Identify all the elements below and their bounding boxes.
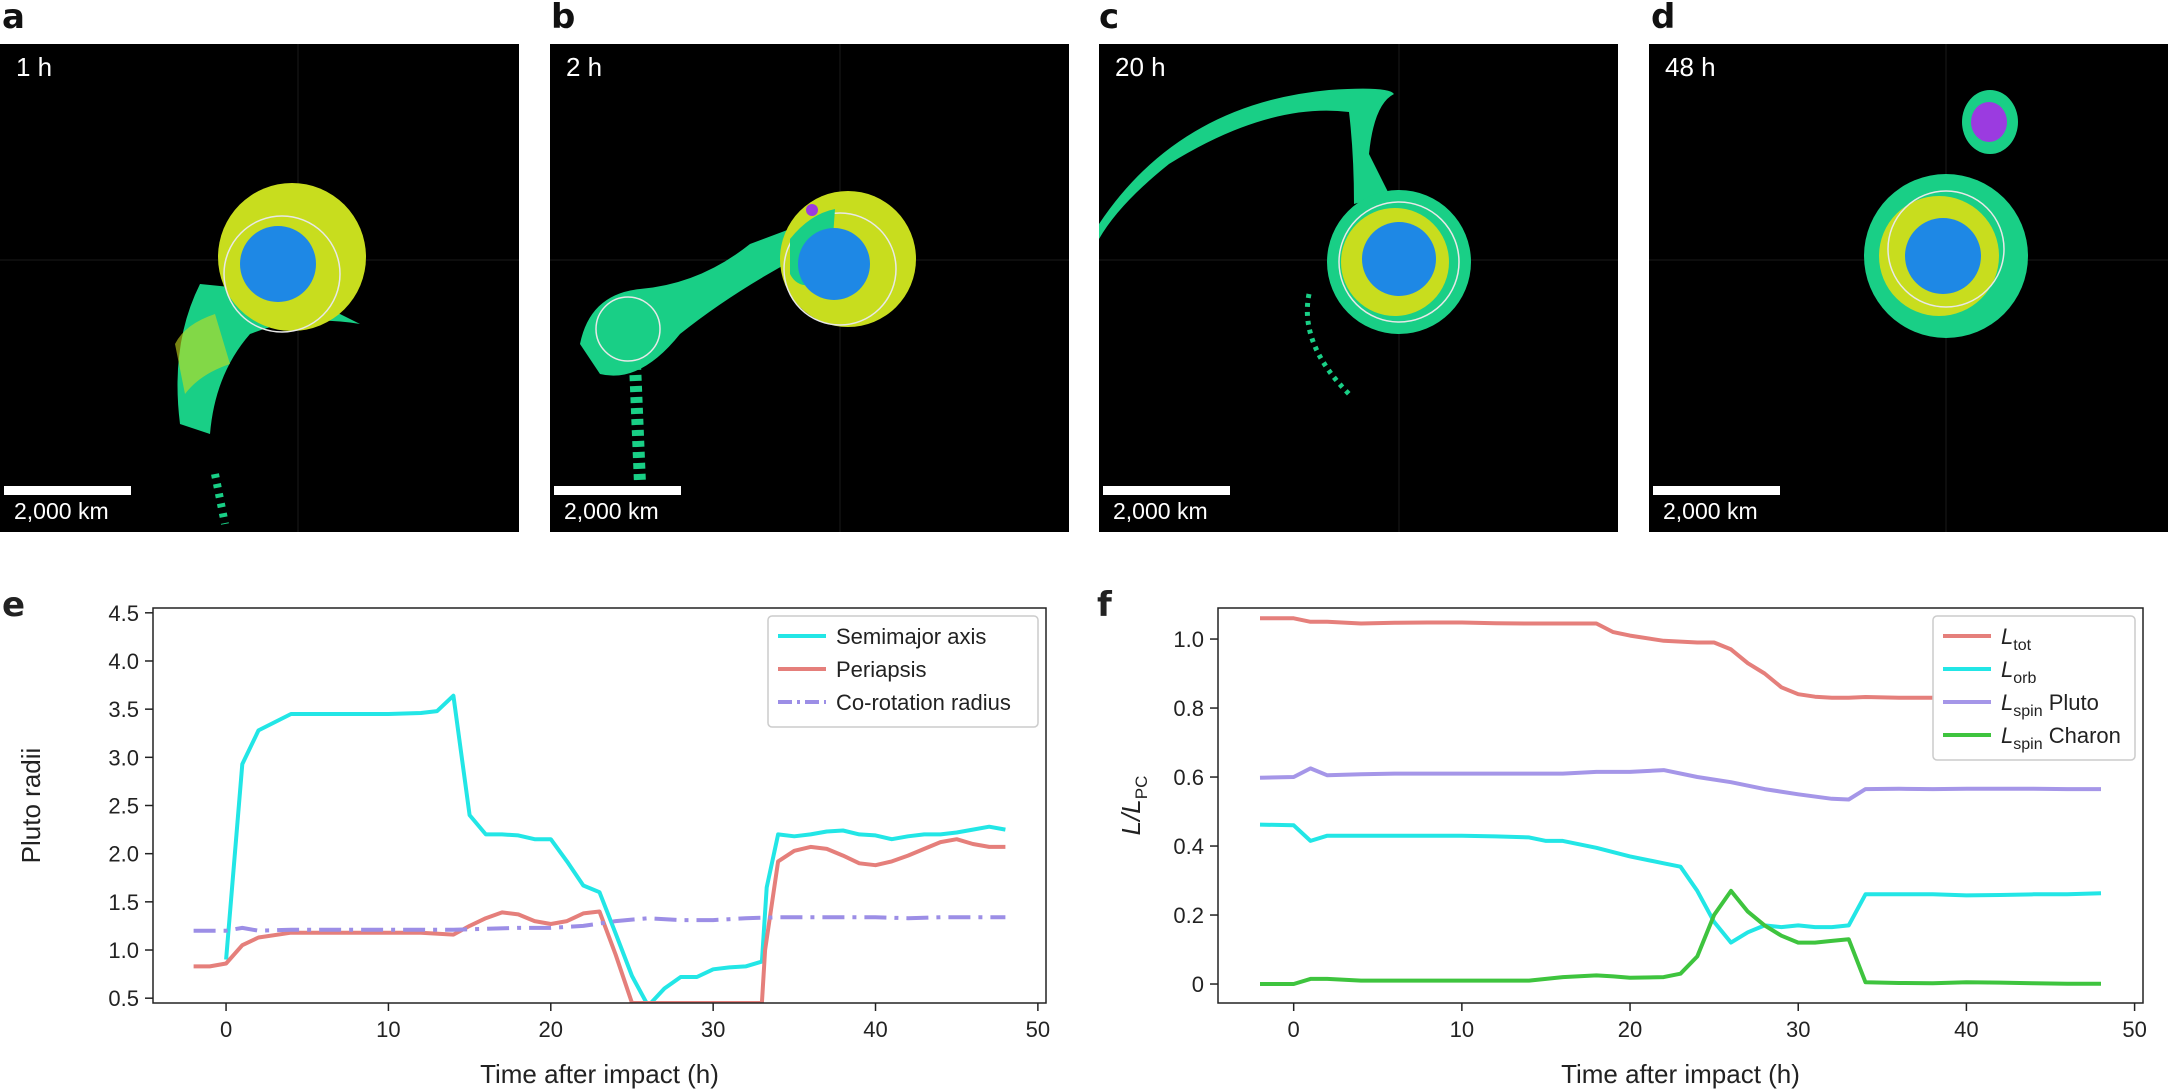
- scale-label-d: 2,000 km: [1663, 498, 1758, 524]
- snapshot-time-d: 48 h: [1665, 52, 1716, 82]
- x-tick-label-f-3: 30: [1786, 1017, 1810, 1042]
- y-tick-label-f-3: 0.6: [1173, 765, 1204, 790]
- plot-frame-f: [1217, 607, 2144, 1004]
- y-tick-label-f-2: 0.4: [1173, 834, 1204, 859]
- y-tick-label-e-2: 1.5: [108, 890, 139, 915]
- x-tick-label-e-5: 50: [1026, 1017, 1050, 1042]
- legend-label-f-2: Lspin Pluto: [2001, 690, 2099, 720]
- scale-label-a: 2,000 km: [14, 498, 109, 524]
- y-tick-label-e-4: 2.5: [108, 794, 139, 819]
- panel-letter-a: a: [2, 0, 25, 37]
- snapshot-time-a: 1 h: [16, 52, 53, 82]
- y-tick-label-e-0: 0.5: [108, 986, 139, 1011]
- legend-label-e-0: Semimajor axis: [836, 624, 986, 649]
- y-tick-label-e-6: 3.5: [108, 697, 139, 722]
- y-tick-label-e-5: 3.0: [108, 745, 139, 770]
- y-tick-label-f-4: 0.8: [1173, 696, 1204, 721]
- snapshot-time-b: 2 h: [566, 52, 603, 82]
- x-tick-label-f-4: 40: [1954, 1017, 1978, 1042]
- y-tick-label-f-5: 1.0: [1173, 627, 1204, 652]
- scale-bar-b: [554, 486, 681, 495]
- series-line-e-1: [193, 837, 1006, 1003]
- legend-label-e-1: Periapsis: [836, 657, 926, 682]
- snapshot-panel-d: 48 h 2,000 km: [1649, 44, 2168, 532]
- y-tick-label-e-1: 1.0: [108, 938, 139, 963]
- snapshot-panel-b: 2 h 2,000 km: [550, 44, 1069, 532]
- legend-label-f-3: Lspin Charon: [2001, 723, 2121, 753]
- series-line-e-2: [193, 915, 1006, 933]
- chart-e: e 0 10 20 30 40 50 0.5 1.0 1.5 2.0 2.5 3.0 3.5 4.0 4.5 T…: [2, 585, 1050, 1089]
- x-tick-label-f-0: 0: [1288, 1017, 1300, 1042]
- panel-letter-c: c: [1099, 0, 1120, 37]
- x-tick-label-e-3: 30: [701, 1017, 725, 1042]
- y-tick-label-e-7: 4.0: [108, 649, 139, 674]
- x-tick-label-e-1: 10: [376, 1017, 400, 1042]
- series-line-f-1: [1259, 822, 2102, 945]
- snapshot-time-c: 20 h: [1115, 52, 1166, 82]
- snapshot-panel-a: 1 h 2,000 km: [0, 44, 519, 532]
- y-tick-label-f-0: 0: [1192, 972, 1204, 997]
- snapshot-render-a: [0, 44, 519, 532]
- y-tick-label-e-3: 2.0: [108, 842, 139, 867]
- scale-bar-a: [4, 486, 131, 495]
- y-axis-label-f: L/LPC: [1116, 776, 1151, 836]
- y-axis-label-e: Pluto radii: [16, 748, 46, 864]
- legend-label-f-0: Ltot: [2001, 624, 2032, 654]
- snapshot-render-d: [1649, 44, 2168, 532]
- legend-label-e-2: Co-rotation radius: [836, 690, 1011, 715]
- snapshot-render-b: [550, 44, 1069, 532]
- panel-letter-e: e: [2, 585, 25, 625]
- legend-e: Semimajor axis Periapsis Co-rotation radiu…: [767, 615, 1039, 728]
- x-tick-label-e-0: 0: [220, 1017, 232, 1042]
- x-tick-label-e-4: 40: [863, 1017, 887, 1042]
- scale-label-c: 2,000 km: [1113, 498, 1208, 524]
- series-line-f-0: [1260, 616, 2101, 702]
- panel-letter-b: b: [551, 0, 576, 37]
- series-line-e-0: [224, 693, 1006, 1003]
- series-line-f-3: [1260, 888, 2101, 986]
- x-tick-label-f-2: 20: [1618, 1017, 1642, 1042]
- legend-box-e: [767, 615, 1039, 728]
- y-tick-label-f-1: 0.2: [1173, 903, 1204, 928]
- chart-f: f 0 10 20 30 40 50 0 0.2 0.4 0.6 0.8 1.0 Time after i…: [1097, 585, 2147, 1089]
- snapshot-render-c: [1099, 44, 1618, 532]
- legend-label-f-1: Lorb: [2001, 657, 2036, 687]
- x-tick-label-f-1: 10: [1450, 1017, 1474, 1042]
- panel-letter-d: d: [1651, 0, 1676, 37]
- x-axis-label-f: Time after impact (h): [1561, 1059, 1800, 1089]
- scale-bar-d: [1653, 486, 1780, 495]
- series-line-f-2: [1259, 766, 2101, 802]
- y-tick-label-e-8: 4.5: [108, 601, 139, 626]
- panel-letter-f: f: [1097, 585, 1113, 625]
- snapshot-panel-c: 20 h 2,000 km: [1099, 44, 1618, 532]
- x-tick-label-f-5: 50: [2122, 1017, 2146, 1042]
- x-axis-label-e: Time after impact (h): [480, 1059, 719, 1089]
- x-tick-label-e-2: 20: [539, 1017, 563, 1042]
- legend-box-f: [1932, 615, 2136, 761]
- scale-label-b: 2,000 km: [564, 498, 659, 524]
- scale-bar-c: [1103, 486, 1230, 495]
